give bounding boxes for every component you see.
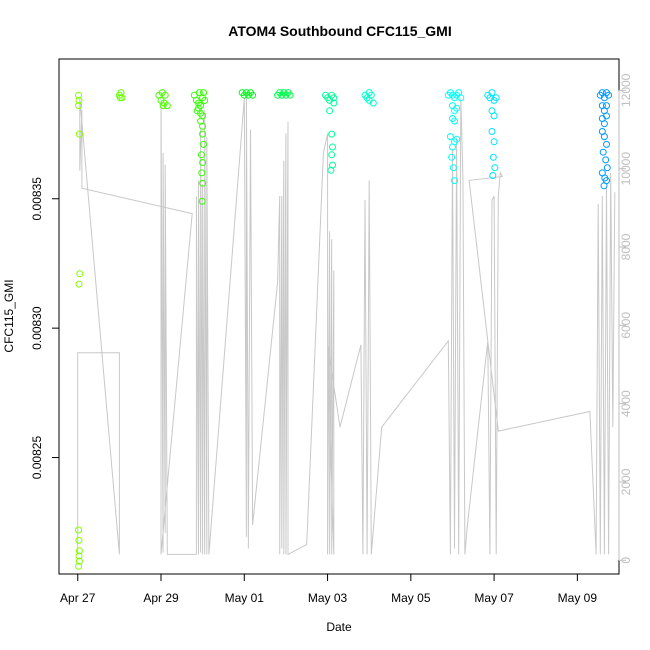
- x-tick-label: Apr 29: [143, 591, 179, 605]
- data-point: [200, 140, 207, 148]
- altitude-trace: [77, 94, 616, 556]
- data-point: [76, 270, 84, 278]
- data-point: [446, 133, 454, 141]
- y2-tick-label: 8000: [619, 233, 633, 260]
- data-point: [201, 96, 209, 104]
- data-point: [449, 143, 456, 151]
- data-point: [75, 547, 83, 555]
- data-point: [330, 94, 338, 102]
- data-point: [117, 89, 125, 97]
- data-point: [75, 280, 83, 288]
- data-point: [492, 94, 500, 102]
- data-point: [75, 536, 83, 544]
- data-point: [75, 552, 83, 560]
- data-point: [75, 102, 83, 110]
- data-point: [449, 164, 457, 172]
- data-point: [603, 164, 611, 172]
- plot-frame: [58, 58, 620, 575]
- data-point: [118, 94, 126, 102]
- data-point: [199, 179, 207, 187]
- x-tick-label: May 03: [308, 591, 348, 605]
- data-point: [195, 89, 203, 97]
- data-point: [600, 120, 608, 128]
- data-point: [602, 156, 610, 164]
- data-point: [489, 172, 497, 179]
- x-tick-label: May 09: [558, 591, 598, 605]
- x-tick-label: May 01: [225, 591, 265, 605]
- data-point: [365, 89, 373, 97]
- data-points: [75, 89, 613, 570]
- y2-tick-label: 12000: [619, 73, 633, 107]
- x-axis-label: Date: [326, 620, 352, 634]
- data-point: [489, 153, 497, 161]
- data-point: [199, 122, 207, 130]
- data-point: [160, 99, 168, 107]
- data-point: [75, 130, 83, 138]
- data-point: [453, 104, 461, 112]
- data-point: [369, 99, 377, 107]
- data-point: [490, 112, 498, 120]
- y-axis: 0.00825 0.00830 0.00835: [30, 177, 60, 480]
- x-tick-label: Apr 27: [60, 591, 96, 605]
- data-point: [451, 117, 458, 125]
- data-point: [603, 140, 610, 148]
- y-tick-label: 0.00830: [30, 306, 44, 350]
- data-point: [600, 133, 608, 141]
- data-point: [200, 89, 207, 97]
- data-point: [603, 102, 610, 110]
- data-point: [197, 151, 205, 159]
- data-point: [603, 112, 610, 120]
- y2-tick-label: 2000: [619, 468, 633, 495]
- data-point: [488, 128, 496, 135]
- data-point: [329, 143, 336, 151]
- altitude-line: [77, 94, 616, 556]
- data-point: [198, 169, 206, 177]
- y2-tick-label: 10000: [619, 152, 633, 186]
- data-point: [328, 151, 336, 159]
- data-point: [490, 138, 498, 146]
- data-point: [491, 164, 499, 172]
- y-axis-label: CFC115_GMI: [2, 279, 16, 352]
- data-point: [603, 177, 610, 185]
- data-point: [199, 130, 207, 138]
- x-tick-label: May 05: [391, 591, 431, 605]
- chart-title: ATOM4 Southbound CFC115_GMI: [228, 23, 452, 39]
- data-point: [75, 96, 83, 104]
- data-point: [327, 166, 335, 174]
- data-point: [199, 159, 207, 166]
- y2-axis: 0 2000 4000 6000 8000 10000 12000: [618, 73, 633, 564]
- y-tick-label: 0.00825: [30, 436, 44, 480]
- data-point: [249, 91, 257, 99]
- data-point: [75, 91, 83, 99]
- data-point: [75, 526, 83, 534]
- data-point: [328, 130, 336, 138]
- data-point: [75, 557, 83, 565]
- data-point: [605, 91, 613, 99]
- x-axis: Apr 27 Apr 29 May 01 May 03 May 05 May 07 May …: [60, 573, 598, 605]
- x-tick-label: May 07: [474, 591, 514, 605]
- data-point: [457, 94, 465, 102]
- data-point: [453, 135, 461, 143]
- data-point: [286, 91, 294, 99]
- data-point: [75, 562, 83, 570]
- data-point: [448, 153, 456, 161]
- y2-tick-label: 4000: [619, 390, 633, 417]
- data-point: [193, 107, 201, 115]
- data-point: [330, 99, 338, 107]
- data-point: [488, 89, 496, 97]
- data-point: [158, 89, 166, 97]
- data-point: [599, 148, 607, 156]
- y-tick-label: 0.00835: [30, 177, 44, 221]
- data-point: [198, 197, 206, 205]
- data-point: [451, 177, 458, 185]
- y2-tick-label: 0: [619, 557, 633, 564]
- data-point: [326, 107, 334, 115]
- y2-tick-label: 6000: [619, 312, 633, 339]
